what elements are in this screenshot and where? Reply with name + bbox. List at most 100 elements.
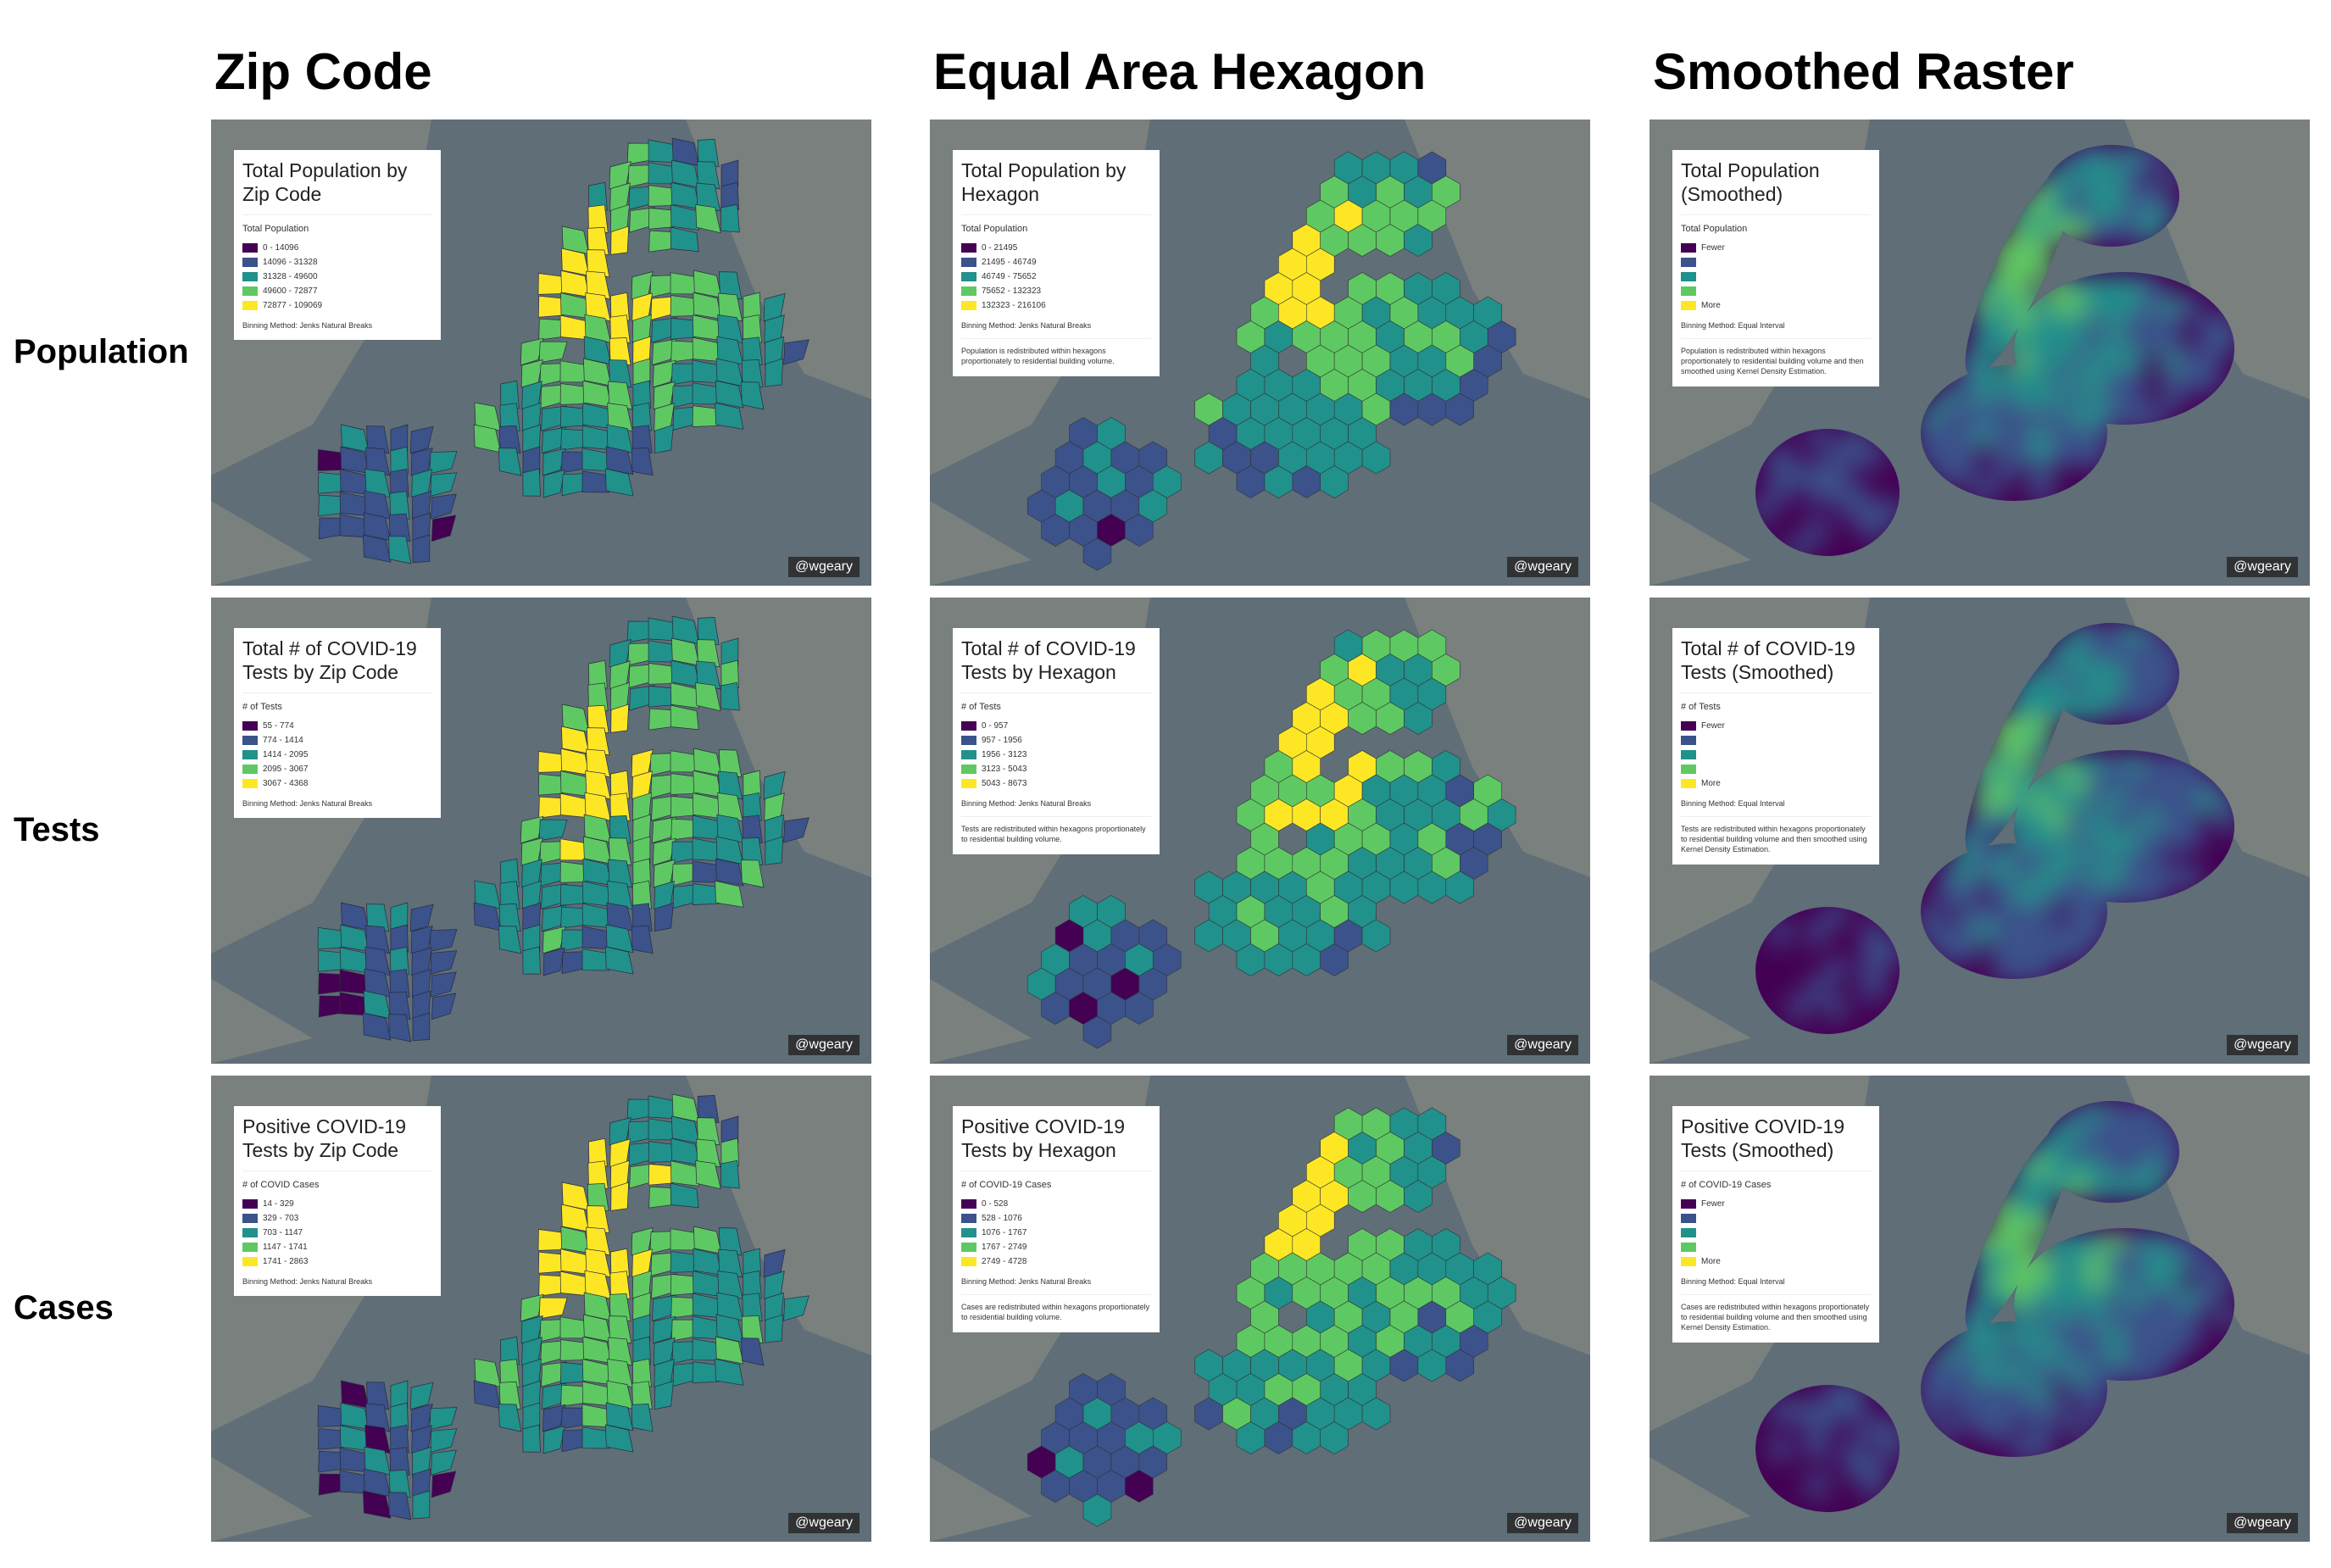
raster-cell bbox=[1824, 959, 1848, 982]
zip-area bbox=[695, 1160, 721, 1190]
raster-cell bbox=[2178, 294, 2202, 318]
raster-cell bbox=[1917, 425, 1941, 448]
legend-item: 14096 - 31328 bbox=[242, 255, 432, 270]
zip-area bbox=[652, 1315, 676, 1344]
raster-cell bbox=[1955, 1362, 1978, 1386]
zip-area bbox=[720, 681, 740, 711]
zip-area bbox=[587, 1160, 609, 1189]
zip-area bbox=[670, 295, 699, 317]
legend-note: Cases are redistributed within hexagons … bbox=[1681, 1294, 1871, 1332]
zip-area bbox=[743, 1248, 761, 1276]
legend-swatch bbox=[242, 736, 258, 745]
zip-area bbox=[648, 139, 676, 164]
raster-cell bbox=[2011, 735, 2034, 759]
zip-area bbox=[632, 380, 651, 409]
raster-cell bbox=[1843, 1455, 1866, 1479]
raster-cell bbox=[1992, 903, 2016, 926]
raster-cell bbox=[2141, 660, 2165, 684]
raster-cell bbox=[2029, 443, 2053, 467]
zip-area bbox=[365, 1403, 391, 1432]
zip-area bbox=[363, 1012, 392, 1041]
raster-cell bbox=[2085, 1138, 2109, 1162]
raster-cell bbox=[2104, 679, 2128, 703]
hexagon bbox=[1082, 1493, 1112, 1527]
raster-cell bbox=[2104, 884, 2128, 908]
zip-area bbox=[581, 1381, 611, 1406]
zip-area bbox=[430, 1428, 458, 1453]
zip-area bbox=[390, 446, 409, 475]
zip-area bbox=[720, 159, 739, 189]
raster-cell bbox=[2048, 1138, 2072, 1162]
raster-cell bbox=[2104, 698, 2128, 721]
zip-area bbox=[720, 181, 739, 210]
raster-cell bbox=[2141, 791, 2165, 815]
raster-cell bbox=[2104, 145, 2128, 169]
raster-cell bbox=[2122, 1157, 2146, 1181]
raster-cell bbox=[1936, 387, 1960, 411]
zip-area bbox=[587, 1205, 610, 1234]
raster-cell bbox=[2104, 369, 2128, 392]
raster-cell bbox=[2011, 1250, 2034, 1274]
raster-cell bbox=[1992, 1269, 2016, 1293]
hexagon bbox=[1320, 943, 1349, 976]
legend-item: 329 - 703 bbox=[242, 1211, 432, 1226]
raster-cell bbox=[2029, 791, 2053, 815]
zip-area bbox=[581, 470, 610, 493]
zip-area bbox=[695, 204, 721, 234]
legend-label: 72877 - 109069 bbox=[263, 301, 323, 310]
raster-cell bbox=[1861, 1418, 1885, 1442]
raster-cell bbox=[1805, 921, 1829, 945]
raster-cell bbox=[2029, 257, 2053, 281]
zip-area bbox=[581, 926, 610, 950]
raster-cell bbox=[2141, 1232, 2165, 1255]
zip-area bbox=[366, 904, 390, 932]
zip-area bbox=[390, 946, 409, 976]
map bbox=[211, 120, 871, 586]
legend: Total Population by Zip Code Total Popula… bbox=[234, 150, 441, 340]
zip-area bbox=[610, 1248, 630, 1277]
raster-cell bbox=[2104, 1101, 2128, 1125]
credit: @wgeary bbox=[2227, 557, 2298, 577]
hexagon bbox=[1125, 514, 1154, 547]
raster-cell bbox=[2104, 1176, 2128, 1199]
legend-note: Tests are redistributed within hexagons … bbox=[961, 816, 1151, 844]
raster-cell bbox=[1992, 753, 2016, 777]
legend-swatch bbox=[1681, 1257, 1696, 1266]
zip-area bbox=[720, 1137, 739, 1166]
legend: Positive COVID-19 Tests (Smoothed) # of C… bbox=[1672, 1106, 1879, 1343]
raster-cell bbox=[1805, 1418, 1829, 1442]
zip-area bbox=[581, 1426, 610, 1449]
zip-area bbox=[652, 1294, 677, 1322]
raster-cell bbox=[2141, 1306, 2165, 1330]
raster-cell bbox=[2011, 1232, 2034, 1255]
legend-swatch bbox=[961, 736, 976, 745]
row-header: Cases bbox=[14, 1289, 114, 1326]
raster-cell bbox=[1917, 903, 1941, 926]
raster-cell bbox=[2178, 828, 2202, 852]
legend-swatch bbox=[961, 1214, 976, 1223]
column-header: Zip Code bbox=[214, 43, 432, 100]
raster-cell bbox=[1955, 443, 1978, 467]
raster-cell bbox=[2067, 1138, 2090, 1162]
zip-area bbox=[498, 448, 522, 476]
raster-cell bbox=[1861, 518, 1885, 542]
raster-cell bbox=[2085, 182, 2109, 206]
raster-cell bbox=[1936, 1418, 1960, 1442]
raster-cell bbox=[2141, 201, 2165, 225]
raster-cell bbox=[1861, 959, 1885, 982]
raster-cell bbox=[2048, 201, 2072, 225]
legend: Total # of COVID-19 Tests (Smoothed) # of… bbox=[1672, 628, 1879, 865]
raster-cell bbox=[1992, 847, 2016, 870]
binning-method: Binning Method: Jenks Natural Breaks bbox=[242, 321, 373, 330]
raster-cell bbox=[2122, 847, 2146, 870]
raster-cell bbox=[2104, 791, 2128, 815]
raster-cell bbox=[2085, 791, 2109, 815]
raster-cell bbox=[2104, 1269, 2128, 1293]
legend-label: More bbox=[1701, 301, 1721, 310]
raster-cell bbox=[2141, 1362, 2165, 1386]
raster-cell bbox=[2122, 865, 2146, 889]
hexagon bbox=[1082, 537, 1112, 571]
raster-cell bbox=[2122, 698, 2146, 721]
zip-area bbox=[520, 337, 544, 366]
legend-swatch bbox=[961, 1257, 976, 1266]
